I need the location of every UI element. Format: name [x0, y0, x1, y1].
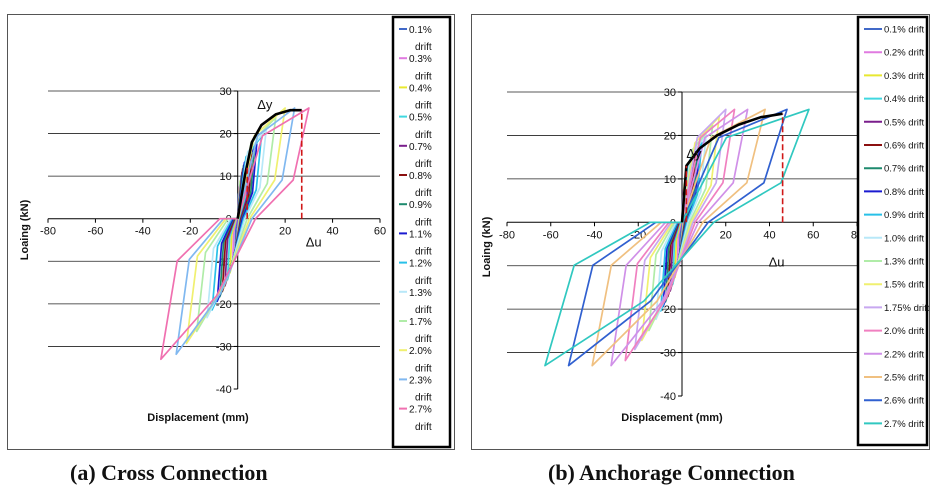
legend-label: 0.9% — [409, 200, 432, 211]
legend-label: 0.3% — [409, 54, 432, 65]
legend-box — [856, 15, 929, 447]
legend-label: 0.5% — [409, 113, 432, 124]
legend-label-suffix: drift — [415, 393, 432, 404]
legend-label: 0.4% drift — [884, 94, 924, 105]
legend-label-suffix: drift — [415, 276, 432, 287]
y-tick-label: -20 — [216, 299, 232, 311]
legend-label-suffix: drift — [415, 130, 432, 141]
series-loop — [633, 108, 727, 351]
y-axis-title: Loaing (kN) — [19, 199, 31, 260]
legend-label: 0.5% drift — [884, 117, 924, 128]
x-tick-label: -80 — [40, 226, 56, 238]
legend-label: 2.5% drift — [884, 373, 924, 384]
legend-label: 1.2% — [409, 259, 432, 270]
legend-label: 0.8% drift — [884, 187, 924, 198]
x-axis-title: Displacement (mm) — [621, 412, 723, 424]
x-tick-label: 20 — [720, 229, 732, 241]
du-annotation: Δu — [306, 235, 322, 250]
legend-label-suffix: drift — [415, 71, 432, 82]
chart-svg-anchorage: -40-30-20-100102030-80-60-40-20020406080… — [481, 15, 930, 447]
chart-panel-anchorage: -40-30-20-100102030-80-60-40-20020406080… — [471, 14, 930, 450]
legend-label: 1.1% — [409, 229, 432, 240]
y-tick-label: -20 — [660, 304, 676, 316]
x-tick-label: -40 — [587, 229, 603, 241]
legend-label: 0.1% drift — [884, 25, 924, 36]
legend-label: 0.7% drift — [884, 164, 924, 175]
y-tick-label: 20 — [219, 129, 231, 141]
legend-label: 2.0% drift — [884, 326, 924, 337]
x-tick-label: 40 — [326, 226, 338, 238]
y-tick-label: 0 — [226, 214, 232, 226]
legend-label-suffix: drift — [415, 363, 432, 374]
legend-label: 0.8% — [409, 171, 432, 182]
legend-label-suffix: drift — [415, 305, 432, 316]
y-tick-label: 20 — [664, 130, 676, 142]
caption-anchorage-connection: (b) Anchorage Connection — [548, 460, 795, 485]
legend-box — [391, 15, 452, 449]
legend-label-suffix: drift — [415, 217, 432, 228]
legend-label: 2.6% drift — [884, 396, 924, 407]
y-tick-label: 30 — [664, 87, 676, 99]
dy-annotation: Δy — [257, 97, 273, 112]
legend-label: 2.7% drift — [884, 419, 924, 430]
x-tick-label: 20 — [279, 226, 291, 238]
y-tick-label: -30 — [216, 341, 232, 353]
y-tick-label: -40 — [660, 391, 676, 403]
x-tick-label: -20 — [182, 226, 198, 238]
y-tick-label: 30 — [219, 86, 231, 98]
x-axis-title: Displacement (mm) — [147, 412, 249, 424]
legend-label: 0.7% — [409, 142, 432, 153]
legend-label: 0.3% drift — [884, 71, 924, 82]
x-tick-label: 60 — [374, 226, 386, 238]
legend-label: 2.3% — [409, 375, 432, 386]
series-loop — [160, 107, 310, 361]
legend-label: 0.2% drift — [884, 48, 924, 59]
x-tick-label: -60 — [543, 229, 559, 241]
y-tick-label: 10 — [219, 171, 231, 183]
legend-label: 2.2% drift — [884, 349, 924, 360]
legend-label: 1.3% drift — [884, 257, 924, 268]
series-loop — [544, 108, 810, 367]
dy-annotation: Δy — [686, 146, 702, 161]
legend-label: 2.7% — [409, 405, 432, 416]
legend-label-suffix: drift — [415, 42, 432, 53]
series-loop — [185, 107, 286, 345]
envelope-curve — [680, 112, 783, 223]
legend-label: 0.9% drift — [884, 210, 924, 221]
x-tick-label: 40 — [763, 229, 775, 241]
legend-label: 1.7% — [409, 317, 432, 328]
legend-label: 0.1% — [409, 25, 432, 36]
legend-label: 2.0% — [409, 346, 432, 357]
envelope-curve — [236, 108, 302, 219]
chart-panel-cross: -40 -30 -20 -10 0 10 20 30 -80 -60 -40 -20 0 20 40 60 Δy… — [7, 14, 455, 450]
y-tick-label: -30 — [660, 348, 676, 360]
x-tick-label: 60 — [807, 229, 819, 241]
legend-label: 0.4% — [409, 83, 432, 94]
y-tick-label: -40 — [216, 384, 232, 396]
legend-label-suffix: drift — [415, 334, 432, 345]
y-tick-label: 10 — [664, 174, 676, 186]
x-tick-label: -60 — [87, 226, 103, 238]
legend-label: 1.3% — [409, 288, 432, 299]
legend-label: 1.75% drift — [884, 303, 929, 314]
legend-label: 1.5% drift — [884, 280, 924, 291]
legend-label-suffix: drift — [415, 422, 432, 433]
x-tick-label: -80 — [499, 229, 515, 241]
legend-label-suffix: drift — [415, 101, 432, 112]
du-annotation: Δu — [769, 254, 785, 269]
legend-label-suffix: drift — [415, 159, 432, 170]
caption-cross-connection: (a) Cross Connection — [70, 460, 268, 485]
legend-label: 1.0% drift — [884, 233, 924, 244]
x-tick-label: -40 — [135, 226, 151, 238]
legend-label-suffix: drift — [415, 247, 432, 258]
legend-label-suffix: drift — [415, 188, 432, 199]
legend-label: 0.6% drift — [884, 141, 924, 152]
y-axis-title: Loaing (kN) — [481, 216, 493, 277]
